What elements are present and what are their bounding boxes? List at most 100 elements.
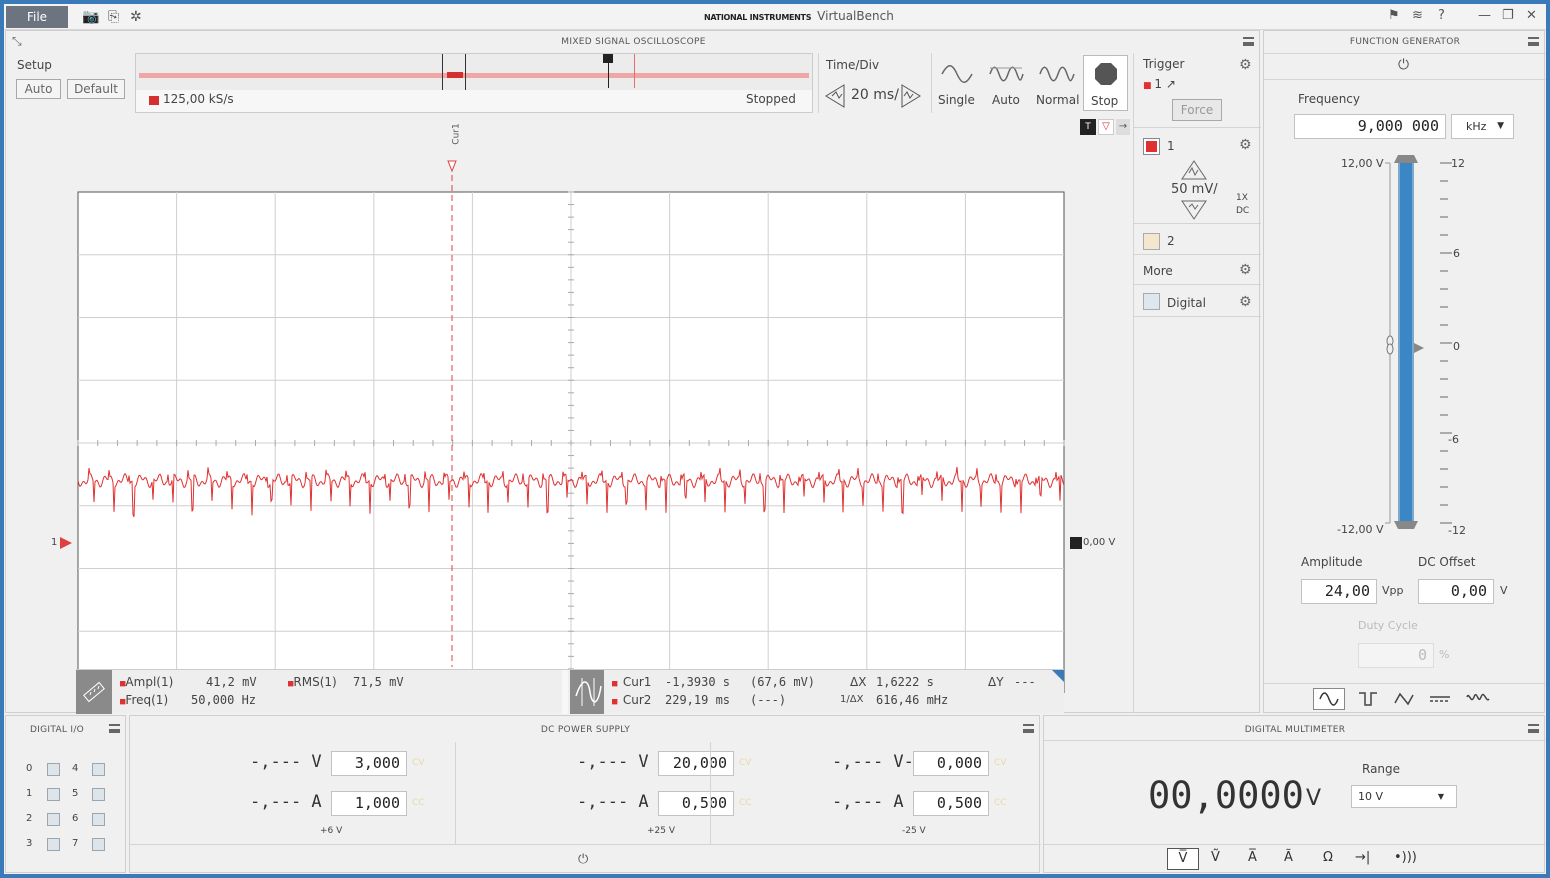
flag-icon[interactable]: ⚑ [1388, 8, 1400, 23]
separator [130, 844, 1041, 845]
separator [1134, 223, 1261, 224]
restore-icon[interactable]: ❐ [1502, 8, 1514, 23]
resistance-button[interactable]: Ω [1323, 850, 1333, 865]
trigger-label: Trigger [1143, 57, 1185, 71]
tick-minus-6: -6 [1448, 433, 1459, 446]
dio-line-checkbox[interactable] [92, 788, 105, 801]
panel-arrow-icon[interactable]: → [1116, 119, 1130, 135]
trigger-level-marker[interactable] [1070, 537, 1082, 549]
dio-line-checkbox[interactable] [47, 788, 60, 801]
amplitude-input[interactable]: 24,00 [1301, 579, 1377, 604]
more-label[interactable]: More [1143, 264, 1173, 278]
single-mode-button[interactable]: Single [934, 57, 978, 113]
stop-button[interactable]: Stop [1083, 55, 1128, 111]
channel-1-offset-marker[interactable] [60, 537, 72, 549]
link-icon[interactable] [1386, 335, 1394, 355]
psu-current-input[interactable]: 1,000 [331, 791, 407, 816]
dc-offset-input[interactable]: 0,00 [1418, 579, 1494, 604]
fgen-title: FUNCTION GENERATOR [1349, 37, 1461, 47]
wifi-icon[interactable]: ≋ [1412, 8, 1423, 23]
sine-wave-button[interactable] [1313, 688, 1345, 710]
timediv-increase-button[interactable] [900, 83, 922, 109]
dc-wave-button[interactable] [1425, 689, 1455, 709]
dio-line-checkbox[interactable] [92, 813, 105, 826]
cursor-tool-icon[interactable]: ▽ [1098, 119, 1114, 135]
ac-voltage-button[interactable]: Ṽ [1211, 850, 1220, 865]
psu-current-input[interactable]: 0,500 [658, 791, 734, 816]
scale-ticks [1440, 162, 1452, 524]
dio-line-checkbox[interactable] [47, 813, 60, 826]
help-icon[interactable]: ? [1438, 8, 1445, 23]
overview-trigger-marker[interactable] [603, 54, 613, 63]
trigger-level-value: 0,00 V [1083, 537, 1116, 548]
fgen-power-icon[interactable]: ⏻ [1398, 57, 1410, 73]
dio-menu-icon[interactable] [109, 724, 120, 733]
minimize-icon[interactable]: — [1478, 8, 1491, 23]
psu-voltage-input[interactable]: 3,000 [331, 751, 407, 776]
measurements-button[interactable] [76, 670, 112, 714]
channel-1-probe: 1X [1236, 193, 1248, 203]
psu-voltage-input[interactable]: 20,000 [658, 751, 734, 776]
digital-settings-icon[interactable]: ⚙ [1239, 294, 1252, 310]
channel-1-settings-icon[interactable]: ⚙ [1239, 137, 1252, 153]
auto-setup-button[interactable]: Auto [16, 79, 61, 99]
scale-up-button[interactable] [1180, 159, 1208, 181]
single-wave-icon [941, 65, 973, 83]
camera-icon[interactable]: 📷 [82, 9, 100, 25]
psu-menu-icon[interactable] [1023, 724, 1034, 733]
triangle-wave-button[interactable] [1389, 689, 1419, 709]
psu-current-input[interactable]: 0,500 [913, 791, 989, 816]
arbitrary-wave-button[interactable] [1463, 689, 1493, 709]
cursor-1-handle[interactable] [447, 160, 457, 173]
debug-icon[interactable]: ✲ [130, 9, 142, 25]
dio-line-checkbox[interactable] [47, 763, 60, 776]
auto-mode-button[interactable]: Auto [984, 57, 1028, 113]
overview-view-window[interactable] [442, 54, 466, 90]
rising-edge-icon: ↗ [1165, 77, 1176, 91]
dio-line-checkbox[interactable] [92, 838, 105, 851]
timediv-decrease-button[interactable] [824, 83, 846, 109]
dc-voltage-button[interactable]: V̅ [1167, 848, 1199, 870]
square-wave-button[interactable] [1353, 689, 1383, 709]
duty-cycle-input[interactable]: 0 [1358, 643, 1434, 668]
scope-menu-icon[interactable] [1243, 37, 1254, 46]
digital-toggle[interactable] [1143, 293, 1160, 310]
close-icon[interactable]: ✕ [1526, 8, 1537, 23]
psu-voltage-reading: -,--- V- [832, 752, 914, 772]
frequency-unit-select[interactable]: kHz ▼ [1451, 114, 1514, 139]
psu-current-reading: -,--- A [577, 792, 649, 812]
normal-mode-button[interactable]: Normal [1034, 57, 1080, 113]
dio-line-checkbox[interactable] [47, 838, 60, 851]
diode-button[interactable]: →| [1355, 850, 1371, 865]
trigger-tool-icon[interactable]: T [1080, 119, 1096, 135]
scope-display[interactable] [6, 117, 1136, 693]
auto-mode-label: Auto [992, 93, 1020, 107]
trigger-settings-icon[interactable]: ⚙ [1239, 57, 1252, 73]
psu-voltage-input[interactable]: 0,000 [913, 751, 989, 776]
file-menu-button[interactable]: File [6, 6, 68, 28]
frequency-input[interactable]: 9,000 000 [1294, 114, 1446, 139]
dmm-menu-icon[interactable] [1528, 724, 1539, 733]
channel-1-toggle[interactable] [1143, 138, 1160, 155]
acquisition-overview[interactable]: 125,00 kS/s Stopped [135, 53, 813, 113]
scale-down-button[interactable] [1180, 199, 1208, 221]
force-trigger-button[interactable]: Force [1172, 99, 1222, 121]
expand-icon[interactable]: ⤡ [12, 34, 22, 48]
fgen-menu-icon[interactable] [1528, 37, 1539, 46]
channel-2-toggle[interactable] [1143, 233, 1160, 250]
export-icon[interactable]: ⎘ [108, 9, 120, 25]
ac-current-button[interactable]: Ã [1284, 850, 1293, 865]
continuity-button[interactable]: •))) [1394, 850, 1417, 865]
more-settings-icon[interactable]: ⚙ [1239, 262, 1252, 278]
amplitude-unit: Vpp [1382, 584, 1404, 597]
dc-current-button[interactable]: A̅ [1248, 850, 1257, 865]
dio-line-checkbox[interactable] [92, 763, 105, 776]
psu-power-icon[interactable]: ⏻ [578, 852, 589, 867]
default-setup-button[interactable]: Default [67, 79, 125, 99]
range-select[interactable]: 10 V ▼ [1351, 785, 1457, 808]
acquisition-status: Stopped [746, 92, 796, 106]
level-slider[interactable] [1382, 155, 1462, 541]
cursors-button[interactable] [570, 670, 604, 714]
chevron-down-icon: ▼ [1497, 121, 1504, 131]
dx-label: ΔX [850, 675, 867, 689]
